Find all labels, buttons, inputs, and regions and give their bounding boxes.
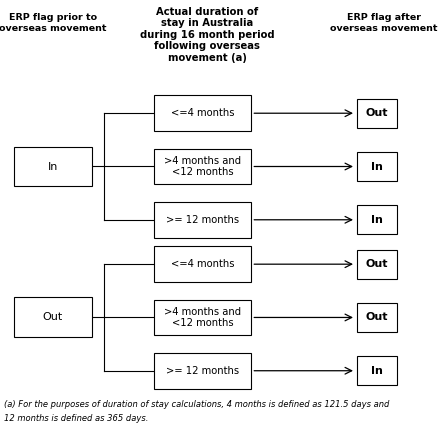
Text: Out: Out xyxy=(366,313,389,322)
Text: In: In xyxy=(371,162,383,171)
Bar xyxy=(357,205,397,234)
Text: Out: Out xyxy=(366,108,389,118)
Text: >4 months and
<12 months: >4 months and <12 months xyxy=(164,307,241,328)
Bar xyxy=(154,300,251,335)
Bar xyxy=(154,246,251,282)
Text: Actual duration of
stay in Australia
during 16 month period
following overseas
m: Actual duration of stay in Australia dur… xyxy=(140,7,275,63)
Bar xyxy=(357,250,397,279)
Bar xyxy=(154,353,251,388)
Bar xyxy=(357,303,397,332)
Text: <=4 months: <=4 months xyxy=(171,108,235,118)
Bar xyxy=(154,202,251,238)
Text: 12 months is defined as 365 days.: 12 months is defined as 365 days. xyxy=(4,414,149,423)
Text: >= 12 months: >= 12 months xyxy=(166,366,239,376)
Text: Out: Out xyxy=(366,259,389,269)
Bar xyxy=(14,147,92,186)
Text: <=4 months: <=4 months xyxy=(171,259,235,269)
Text: ERP flag after
overseas movement: ERP flag after overseas movement xyxy=(330,13,437,33)
Bar xyxy=(357,356,397,385)
Bar xyxy=(357,152,397,181)
Text: >4 months and
<12 months: >4 months and <12 months xyxy=(164,156,241,177)
Text: ERP flag prior to
overseas movement: ERP flag prior to overseas movement xyxy=(0,13,107,33)
Bar xyxy=(357,99,397,128)
Bar xyxy=(154,95,251,131)
Text: In: In xyxy=(48,162,58,171)
Text: In: In xyxy=(371,215,383,225)
Bar xyxy=(14,297,92,337)
Text: Out: Out xyxy=(43,313,63,322)
Bar xyxy=(154,149,251,184)
Text: >= 12 months: >= 12 months xyxy=(166,215,239,225)
Text: (a) For the purposes of duration of stay calculations, 4 months is defined as 12: (a) For the purposes of duration of stay… xyxy=(4,400,390,409)
Text: In: In xyxy=(371,366,383,376)
